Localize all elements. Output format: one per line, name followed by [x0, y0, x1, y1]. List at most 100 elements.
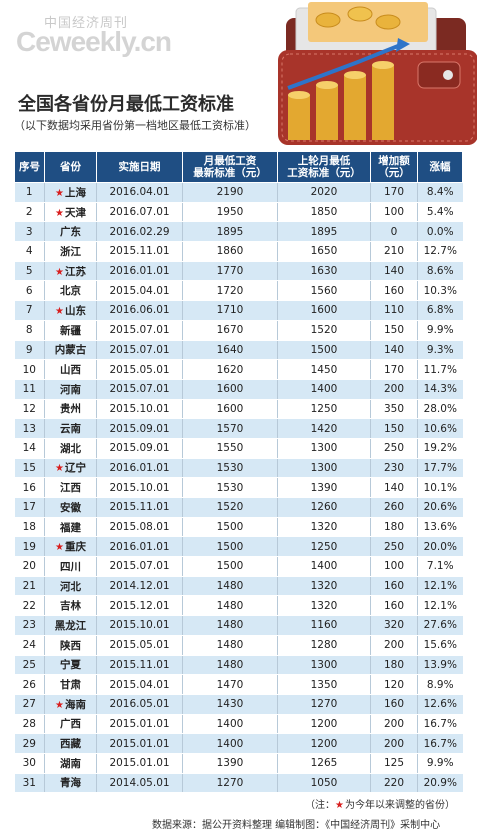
cell-province: 新疆	[44, 319, 97, 341]
cell-latest: 1600	[182, 398, 278, 420]
cell-increase: 0	[370, 221, 418, 243]
province-name: 湖南	[60, 757, 81, 770]
cell-no: 27	[14, 693, 45, 715]
cell-date: 2015.10.01	[96, 398, 183, 420]
cell-date: 2015.07.01	[96, 339, 183, 361]
cell-no: 14	[14, 437, 45, 459]
cell-no: 28	[14, 713, 45, 735]
cell-increase: 320	[370, 615, 418, 636]
cell-rate: 17.7%	[417, 457, 463, 479]
cell-rate: 16.7%	[417, 733, 463, 754]
cell-rate: 10.6%	[417, 418, 463, 439]
col-header-previous: 上轮月最低 工资标准（元）	[277, 151, 371, 183]
cell-increase: 160	[370, 280, 418, 302]
cell-date: 2016.07.01	[96, 201, 183, 223]
cell-province: 福建	[44, 516, 97, 538]
table-row: 2 ★天津 2016.07.01 1950 1850 100 5.4%	[14, 201, 463, 223]
cell-date: 2016.01.01	[96, 536, 183, 558]
cell-no: 31	[14, 772, 45, 794]
cell-date: 2015.05.01	[96, 359, 183, 380]
cell-rate: 5.4%	[417, 201, 463, 223]
table-row: 3 广东 2016.02.29 1895 1895 0 0.0%	[14, 221, 463, 243]
cell-previous: 1320	[277, 516, 371, 538]
cell-no: 19	[14, 536, 45, 558]
cell-previous: 1895	[277, 221, 371, 243]
province-name: 安徽	[60, 501, 81, 514]
cell-no: 18	[14, 516, 45, 538]
cell-province: ★辽宁	[44, 457, 97, 479]
cell-province: 安徽	[44, 497, 97, 518]
cell-latest: 1720	[182, 280, 278, 302]
table-row: 4 浙江 2015.11.01 1860 1650 210 12.7%	[14, 241, 463, 262]
star-icon: ★	[55, 266, 64, 278]
cell-province: 江西	[44, 477, 97, 498]
cell-previous: 1400	[277, 556, 371, 577]
table-row: 1 ★上海 2016.04.01 2190 2020 170 8.4%	[14, 182, 463, 203]
cell-province: 河南	[44, 378, 97, 400]
cell-previous: 1650	[277, 241, 371, 262]
cell-province: 湖北	[44, 437, 97, 459]
table-body: 1 ★上海 2016.04.01 2190 2020 170 8.4% 2 ★天津 2016.07…	[14, 182, 463, 794]
cell-no: 9	[14, 339, 45, 361]
cell-date: 2015.01.01	[96, 752, 183, 774]
cell-previous: 1300	[277, 437, 371, 459]
table-row: 21 河北 2014.12.01 1480 1320 160 12.1%	[14, 575, 463, 597]
province-name: 四川	[60, 560, 81, 573]
watermark-en: Ceweekly.cn	[16, 26, 172, 57]
star-icon: ★	[55, 305, 64, 317]
cell-increase: 170	[370, 359, 418, 380]
cell-previous: 1260	[277, 497, 371, 518]
province-name: 山东	[64, 304, 86, 317]
cell-increase: 230	[370, 457, 418, 479]
cell-no: 2	[14, 201, 45, 223]
province-name: 新疆	[60, 324, 81, 337]
cell-previous: 1300	[277, 457, 371, 479]
cell-latest: 1770	[182, 260, 278, 282]
cell-province: 西藏	[44, 733, 97, 754]
cell-latest: 1600	[182, 378, 278, 400]
cell-latest: 2190	[182, 182, 278, 203]
cell-increase: 260	[370, 497, 418, 518]
cell-previous: 1500	[277, 339, 371, 361]
cell-increase: 250	[370, 437, 418, 459]
cell-latest: 1390	[182, 752, 278, 774]
cell-previous: 1320	[277, 575, 371, 597]
cell-previous: 1200	[277, 733, 371, 754]
cell-increase: 100	[370, 201, 418, 223]
cell-previous: 1300	[277, 654, 371, 676]
cell-rate: 6.8%	[417, 300, 463, 321]
cell-increase: 200	[370, 634, 418, 656]
cell-previous: 1560	[277, 280, 371, 302]
cell-previous: 1280	[277, 634, 371, 656]
cell-latest: 1520	[182, 497, 278, 518]
cell-increase: 180	[370, 654, 418, 676]
cell-previous: 1350	[277, 674, 371, 695]
cell-rate: 11.7%	[417, 359, 463, 380]
cell-increase: 350	[370, 398, 418, 420]
province-name: 青海	[60, 777, 81, 790]
footnote: （注：★为今年以来调整的省份）	[305, 796, 455, 811]
cell-province: 甘肃	[44, 674, 97, 695]
table-row: 20 四川 2015.07.01 1500 1400 100 7.1%	[14, 556, 463, 577]
cell-province: 陕西	[44, 634, 97, 656]
cell-increase: 200	[370, 713, 418, 735]
cell-no: 8	[14, 319, 45, 341]
footnote-text: 为今年以来调整的省份）	[345, 800, 455, 811]
cell-no: 17	[14, 497, 45, 518]
page-title: 全国各省份月最低工资标准	[18, 94, 234, 115]
province-name: 江苏	[64, 265, 86, 278]
cell-no: 6	[14, 280, 45, 302]
cell-increase: 250	[370, 536, 418, 558]
cell-no: 1	[14, 182, 45, 203]
cell-rate: 20.0%	[417, 536, 463, 558]
cell-rate: 9.9%	[417, 752, 463, 774]
cell-increase: 160	[370, 595, 418, 617]
cell-province: 吉林	[44, 595, 97, 617]
cell-province: 贵州	[44, 398, 97, 420]
cell-increase: 200	[370, 378, 418, 400]
cell-province: 山西	[44, 359, 97, 380]
cell-increase: 210	[370, 241, 418, 262]
cell-province: 宁夏	[44, 654, 97, 676]
cell-date: 2015.07.01	[96, 556, 183, 577]
cell-previous: 1520	[277, 319, 371, 341]
